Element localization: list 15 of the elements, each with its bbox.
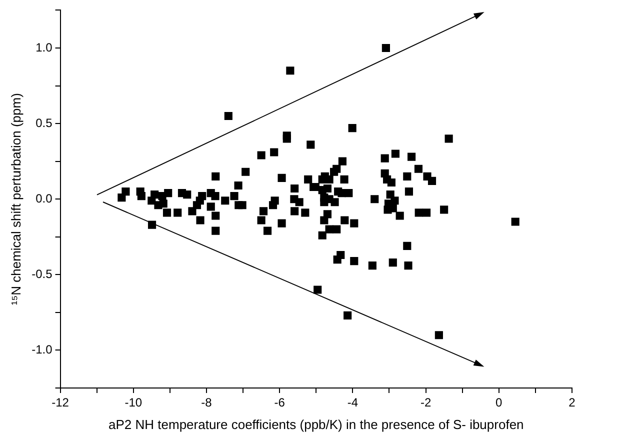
x-tick-label: 2: [568, 396, 576, 410]
x-tick-label: -8: [201, 396, 212, 410]
x-tick-label: -10: [124, 396, 142, 410]
y-tick-label: -1.0: [32, 342, 53, 357]
x-tick-label: -2: [420, 396, 432, 410]
x-tick-label: -12: [52, 396, 70, 410]
y-tick-label: 1.0: [36, 40, 53, 54]
y-tick-label: 0.5: [36, 116, 53, 130]
x-tick-label: -4: [347, 396, 358, 410]
x-tick-label: 0: [496, 396, 503, 410]
y-axis-title: ¹⁵N chemical shift perturbation (ppm): [8, 93, 24, 306]
x-tick-label: -6: [274, 396, 286, 410]
y-tick-label: 0.0: [36, 191, 53, 206]
y-tick-label: -0.5: [32, 266, 53, 281]
x-axis-title: aP2 NH temperature coefficients (ppb/K) in the presence of S- ibuprofen: [108, 416, 524, 432]
